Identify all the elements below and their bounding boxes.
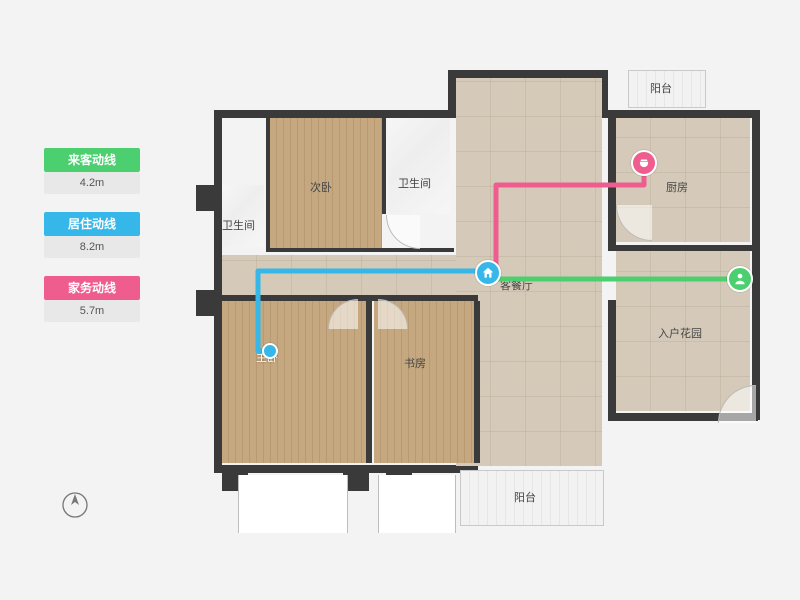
lightwell xyxy=(238,475,348,533)
wall-notch xyxy=(196,185,214,211)
wall xyxy=(752,110,760,420)
wall xyxy=(214,465,478,473)
wall xyxy=(600,110,760,118)
legend-value-living: 8.2m xyxy=(44,236,140,258)
wall xyxy=(608,300,616,420)
wall xyxy=(608,245,758,251)
room-balcony-bottom xyxy=(460,470,604,526)
wall xyxy=(382,118,386,214)
node-kitchen-pot-icon xyxy=(631,150,657,176)
node-entry-person-icon xyxy=(727,266,753,292)
legend-value-housework: 5.7m xyxy=(44,300,140,322)
wall xyxy=(474,301,480,463)
node-living-home-icon xyxy=(475,260,501,286)
door-arc xyxy=(386,215,420,249)
room-second-bed xyxy=(270,118,382,248)
lightwell xyxy=(378,475,456,533)
wall-notch xyxy=(196,290,214,316)
corridor xyxy=(222,255,456,295)
legend: 来客动线 4.2m 居住动线 8.2m 家务动线 5.7m xyxy=(44,148,140,340)
legend-label-guest: 来客动线 xyxy=(44,148,140,172)
compass-icon xyxy=(60,490,90,520)
wall xyxy=(448,70,608,78)
room-bath-left xyxy=(222,185,264,247)
legend-value-guest: 4.2m xyxy=(44,172,140,194)
legend-label-housework: 家务动线 xyxy=(44,276,140,300)
legend-item-housework: 家务动线 5.7m xyxy=(44,276,140,322)
room-bath-right xyxy=(388,118,450,214)
wall xyxy=(608,110,616,250)
room-balcony-top xyxy=(628,70,706,108)
wall xyxy=(366,301,372,463)
wall xyxy=(266,248,454,252)
node-master-end-icon xyxy=(262,343,278,359)
floor-plan: 阳台 厨房 卫生间 次卧 卫生间 入户花园 主卧 书房 阳台 xyxy=(178,55,778,555)
wall xyxy=(266,118,270,250)
legend-item-guest: 来客动线 4.2m xyxy=(44,148,140,194)
legend-label-living: 居住动线 xyxy=(44,212,140,236)
wall xyxy=(214,110,222,470)
legend-item-living: 居住动线 8.2m xyxy=(44,212,140,258)
